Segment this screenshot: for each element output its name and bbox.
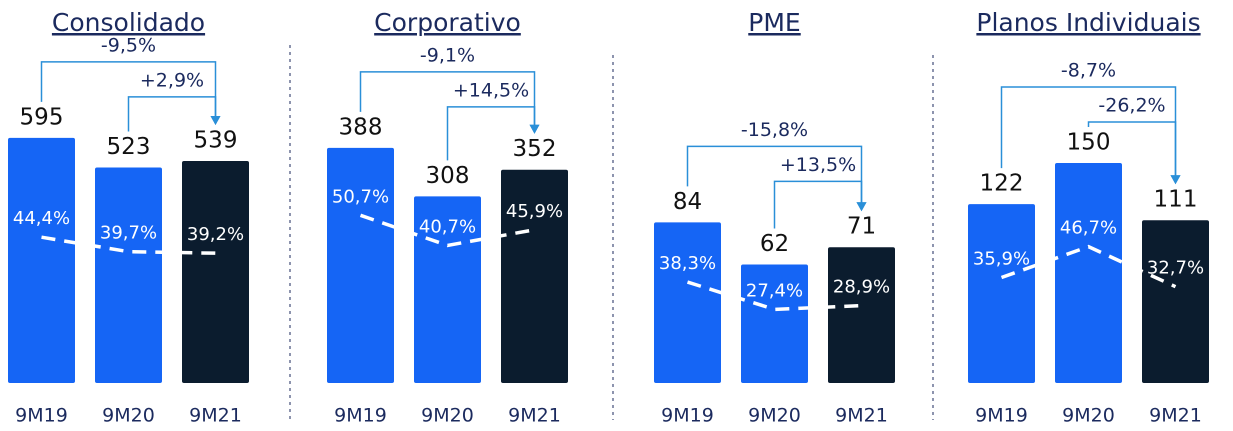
ratio-label: 39,7% bbox=[100, 223, 157, 244]
ratio-label: 32,7% bbox=[1147, 258, 1204, 279]
ratio-label: 39,2% bbox=[187, 224, 244, 245]
bar bbox=[654, 222, 721, 383]
ratio-label: 27,4% bbox=[746, 280, 803, 301]
change-bracket bbox=[359, 71, 536, 128]
bar bbox=[1142, 220, 1209, 383]
chart-title: Consolidado bbox=[52, 8, 205, 37]
change-label: -15,8% bbox=[741, 119, 808, 141]
bar-value-label: 71 bbox=[847, 214, 876, 240]
ratio-line bbox=[41, 235, 216, 255]
change-label: -9,5% bbox=[101, 34, 156, 56]
x-tick-label: 9M19 bbox=[975, 405, 1028, 427]
chart-title: Planos Individuais bbox=[976, 8, 1200, 37]
bar-value-label: 62 bbox=[760, 231, 789, 257]
bar-value-label: 352 bbox=[513, 136, 557, 162]
x-tick-label: 9M19 bbox=[334, 405, 387, 427]
change-label: +2,9% bbox=[140, 69, 204, 91]
bar bbox=[8, 137, 75, 383]
x-tick-label: 9M21 bbox=[508, 405, 561, 427]
bar bbox=[968, 204, 1035, 383]
bar bbox=[327, 147, 394, 383]
ratio-line bbox=[359, 213, 535, 248]
bar-value-label: 595 bbox=[20, 104, 64, 130]
change-label: +13,5% bbox=[780, 154, 856, 176]
arrow-head bbox=[856, 202, 867, 212]
change-bracket bbox=[773, 180, 863, 229]
arrow-head bbox=[1170, 175, 1181, 185]
arrow-head bbox=[210, 115, 221, 125]
bar bbox=[95, 167, 162, 383]
bar-value-label: 84 bbox=[673, 189, 702, 215]
change-bracket bbox=[1087, 121, 1177, 179]
change-label: -8,7% bbox=[1061, 60, 1116, 82]
ratio-label: 40,7% bbox=[419, 216, 476, 237]
bar-value-label: 122 bbox=[980, 171, 1024, 197]
bar-value-label: 150 bbox=[1067, 130, 1111, 156]
bar-value-label: 111 bbox=[1154, 187, 1198, 213]
change-bracket bbox=[446, 106, 536, 161]
bar bbox=[1055, 163, 1122, 383]
ratio-label: 50,7% bbox=[332, 186, 389, 207]
ratio-label: 28,9% bbox=[833, 277, 890, 298]
change-label: -26,2% bbox=[1098, 95, 1165, 117]
chart-title: Corporativo bbox=[374, 8, 521, 37]
change-label: +14,5% bbox=[453, 79, 529, 101]
x-tick-label: 9M21 bbox=[1149, 405, 1202, 427]
bar-value-label: 539 bbox=[194, 127, 238, 153]
bar-value-label: 308 bbox=[426, 163, 470, 189]
ratio-label: 45,9% bbox=[506, 201, 563, 222]
change-label: -9,1% bbox=[420, 44, 475, 66]
x-tick-label: 9M19 bbox=[661, 405, 714, 427]
change-bracket bbox=[127, 96, 217, 132]
x-tick-label: 9M19 bbox=[15, 405, 68, 427]
bar bbox=[414, 196, 481, 383]
ratio-label: 44,4% bbox=[13, 208, 70, 229]
bar bbox=[182, 160, 249, 383]
ratio-label: 46,7% bbox=[1060, 218, 1117, 239]
x-tick-label: 9M20 bbox=[421, 405, 474, 427]
ratio-line bbox=[1000, 244, 1177, 289]
x-tick-label: 9M21 bbox=[835, 405, 888, 427]
bar bbox=[828, 247, 895, 383]
arrow-head bbox=[529, 124, 540, 134]
ratio-line bbox=[686, 280, 862, 312]
change-bracket bbox=[686, 145, 863, 206]
change-bracket bbox=[40, 61, 217, 119]
ratio-label: 35,9% bbox=[973, 249, 1030, 270]
chart-title: PME bbox=[748, 8, 800, 37]
x-tick-label: 9M20 bbox=[1062, 405, 1115, 427]
ratio-label: 38,3% bbox=[659, 253, 716, 274]
bar bbox=[501, 169, 568, 383]
bar bbox=[741, 264, 808, 383]
x-tick-label: 9M20 bbox=[748, 405, 801, 427]
x-tick-label: 9M20 bbox=[102, 405, 155, 427]
x-tick-label: 9M21 bbox=[189, 405, 242, 427]
bar-value-label: 523 bbox=[107, 134, 151, 160]
bar-value-label: 388 bbox=[339, 114, 383, 140]
